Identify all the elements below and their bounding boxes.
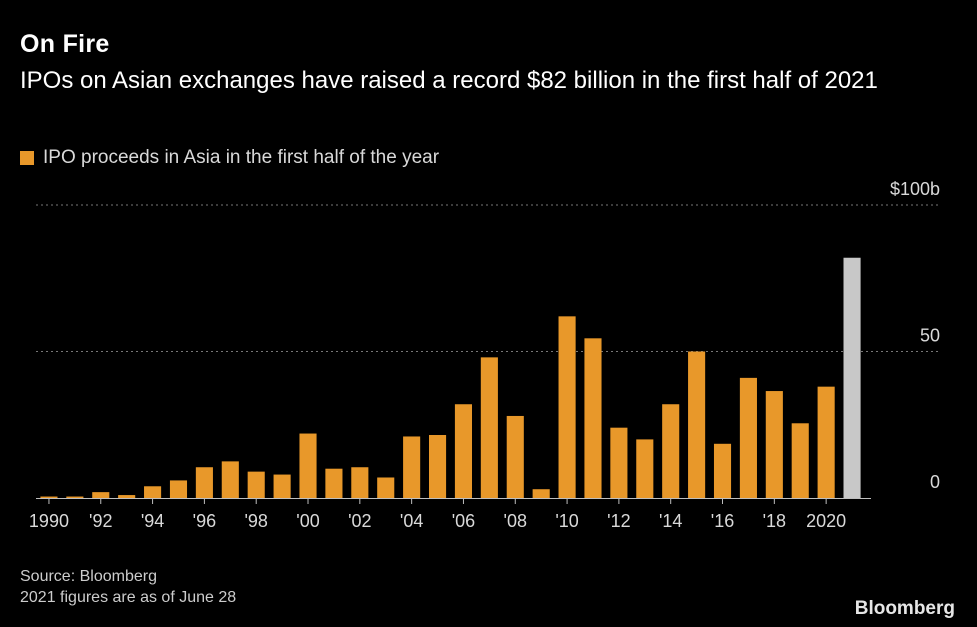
legend-swatch xyxy=(20,151,34,165)
bar-2015 xyxy=(688,351,706,498)
x-tick-label: '04 xyxy=(400,511,423,531)
bar-1992 xyxy=(92,492,110,498)
bar-1994 xyxy=(144,486,162,498)
y-tick-label: 50 xyxy=(920,326,940,346)
bar-2020 xyxy=(817,386,835,498)
bar-2013 xyxy=(636,439,654,498)
chart-subtitle: IPOs on Asian exchanges have raised a re… xyxy=(20,67,878,94)
bar-2001 xyxy=(325,468,343,498)
x-tick-label: '08 xyxy=(504,511,527,531)
date-note: 2021 figures are as of June 28 xyxy=(20,589,237,606)
bar-2008 xyxy=(506,415,524,498)
x-tick-label: '98 xyxy=(244,511,267,531)
legend: IPO proceeds in Asia in the first half o… xyxy=(20,147,439,169)
bar-2017 xyxy=(739,377,757,498)
bar-2010 xyxy=(558,316,576,498)
bar-1998 xyxy=(247,471,265,498)
bar-1997 xyxy=(221,461,239,498)
x-tick-label: '14 xyxy=(659,511,682,531)
bar-2014 xyxy=(662,404,680,498)
bar-2012 xyxy=(610,427,628,498)
x-tick-label: '00 xyxy=(296,511,319,531)
bar-2009 xyxy=(532,489,550,498)
x-tick-label: '12 xyxy=(607,511,630,531)
bar-1991 xyxy=(66,496,84,498)
bar-2000 xyxy=(299,433,317,498)
bar-2018 xyxy=(765,391,783,498)
y-tick-label: 0 xyxy=(930,472,940,492)
x-tick-label: '92 xyxy=(89,511,112,531)
x-tick-label: 1990 xyxy=(29,511,69,531)
y-tick-label: $100b xyxy=(890,179,940,199)
bar-2005 xyxy=(428,435,447,498)
bar-2006 xyxy=(454,404,473,498)
bar-2016 xyxy=(713,443,732,498)
x-tick-label: '94 xyxy=(141,511,164,531)
bar-2004 xyxy=(403,436,421,498)
chart-title: On Fire xyxy=(20,30,110,58)
x-tick-label: '96 xyxy=(193,511,216,531)
bar-1995 xyxy=(169,480,188,498)
bar-1990 xyxy=(40,496,58,498)
bar-2011 xyxy=(584,338,602,498)
x-tick-label: '16 xyxy=(711,511,734,531)
bar-2002 xyxy=(351,467,369,498)
bar-2019 xyxy=(791,423,809,498)
source-note: Source: Bloomberg 2021 figures are as of… xyxy=(20,566,236,608)
source-text: Source: Bloomberg xyxy=(20,568,157,585)
x-tick-label: '02 xyxy=(348,511,371,531)
x-tick-label: '06 xyxy=(452,511,475,531)
x-tick-label: '10 xyxy=(555,511,578,531)
x-tick-label: '18 xyxy=(763,511,786,531)
bar-1993 xyxy=(118,495,136,498)
bar-1999 xyxy=(273,474,291,498)
bar-2003 xyxy=(377,477,395,498)
x-tick-label: 2020 xyxy=(806,511,846,531)
legend-label: IPO proceeds in Asia in the first half o… xyxy=(43,147,440,168)
bar-2021 xyxy=(843,257,861,498)
bar-2007 xyxy=(480,357,498,498)
bloomberg-logo: Bloomberg xyxy=(854,598,955,619)
bar-1996 xyxy=(195,467,213,498)
